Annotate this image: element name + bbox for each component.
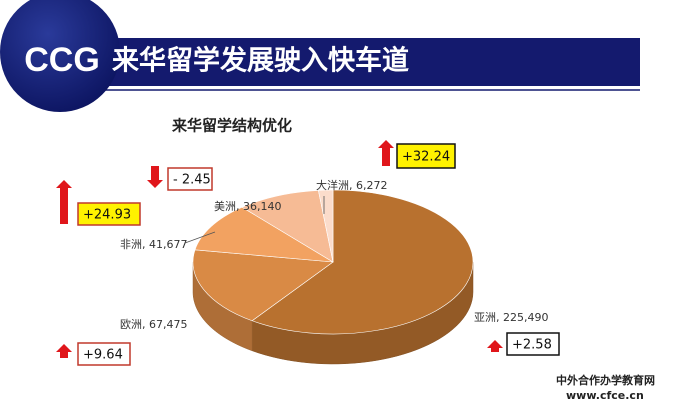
value-label: 6,272 — [356, 179, 388, 192]
slice-label: 亚洲, 225,490 — [474, 311, 549, 324]
slice-label: 大洋洲, 6,272 — [316, 178, 388, 192]
pie — [192, 189, 474, 365]
header-title: 来华留学发展驶入快车道 — [112, 45, 409, 77]
slice — [194, 206, 334, 263]
category-label: 非洲 — [120, 238, 142, 251]
annotations: 亚洲, 225,490 +2.58 欧洲, 67,475 +9.64 非洲, 41,67… — [56, 140, 560, 366]
value-label: 225,490 — [503, 311, 549, 324]
change-arrow — [56, 180, 72, 224]
category-label: 大洋洲 — [316, 178, 349, 192]
separator: , — [349, 179, 356, 192]
change-label: +2.58 — [512, 338, 552, 353]
separator: , — [142, 318, 149, 331]
value-label: 41,677 — [149, 238, 188, 251]
change-label: +32.24 — [402, 150, 450, 165]
slice — [251, 189, 474, 335]
change-box — [77, 342, 131, 366]
slice — [241, 190, 334, 263]
change-arrow — [487, 340, 503, 352]
slice-label: 欧洲, 67,475 — [120, 318, 188, 331]
leader-line — [184, 231, 216, 244]
change-box — [77, 202, 141, 226]
change-label: +9.64 — [83, 348, 123, 363]
header-band — [60, 38, 640, 86]
watermark-name: 中外合作办学教育网 — [556, 373, 655, 387]
change-arrow — [147, 166, 163, 188]
change-box — [167, 167, 213, 191]
separator: , — [142, 238, 149, 251]
value-label: 36,140 — [243, 200, 282, 213]
change-arrow — [56, 344, 72, 358]
category-label: 亚洲 — [474, 311, 496, 324]
slice-label: 美洲, 36,140 — [214, 200, 282, 213]
change-label: - 2.45 — [173, 173, 211, 188]
separator: , — [496, 311, 503, 324]
logo: CCG — [24, 41, 100, 79]
change-label: +24.93 — [83, 208, 131, 223]
change-box — [506, 332, 560, 356]
slice-label: 非洲, 41,677 — [120, 238, 188, 251]
separator: , — [236, 200, 243, 213]
watermark-url: www.cfce.cn — [566, 389, 644, 402]
chart-title: 来华留学结构优化 — [171, 117, 292, 135]
change-arrow — [378, 140, 394, 166]
slice — [318, 189, 334, 263]
slice — [192, 249, 334, 322]
change-box — [396, 143, 456, 169]
value-label: 67,475 — [149, 318, 188, 331]
logo-circle — [0, 0, 120, 112]
category-label: 欧洲 — [120, 318, 142, 331]
category-label: 美洲 — [214, 200, 236, 213]
